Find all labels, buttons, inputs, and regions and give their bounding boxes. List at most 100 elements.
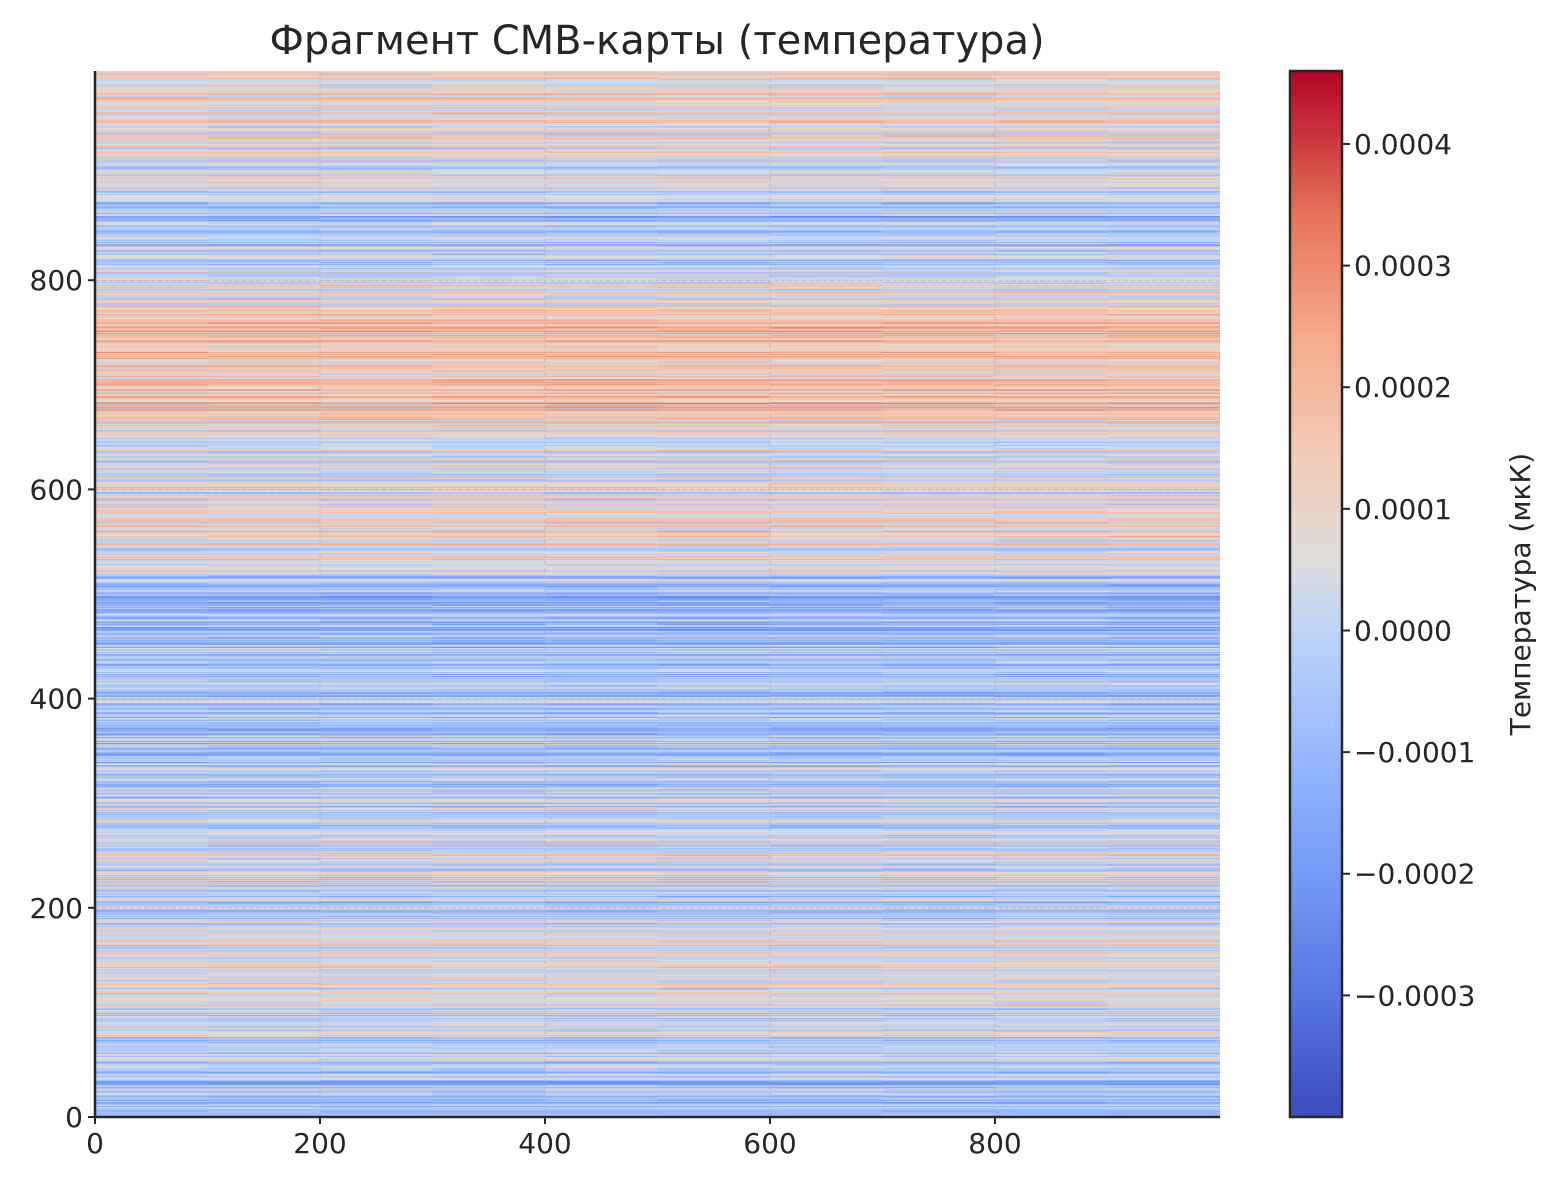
heatmap-cell — [657, 858, 771, 861]
heatmap-cell — [545, 721, 659, 724]
heatmap-cell — [770, 1002, 884, 1005]
heatmap-cell — [432, 988, 546, 990]
heatmap-cell — [1107, 1006, 1220, 1008]
heatmap-cell — [657, 863, 771, 866]
heatmap-cell — [770, 799, 884, 801]
heatmap-cell — [207, 882, 321, 885]
heatmap-cell — [545, 893, 659, 895]
heatmap-cell — [320, 893, 434, 895]
heatmap-cell — [320, 932, 434, 935]
heatmap-cell — [1107, 964, 1220, 966]
heatmap-cell — [95, 731, 209, 733]
heatmap-cell — [770, 773, 884, 776]
heatmap-cell — [320, 1012, 434, 1015]
heatmap-cell — [432, 1051, 546, 1053]
heatmap-cell — [95, 1020, 209, 1023]
heatmap-cell — [432, 875, 546, 878]
heatmap-cell — [432, 1040, 546, 1043]
heatmap-cell — [320, 888, 434, 891]
heatmap-cell — [1107, 1039, 1220, 1042]
heatmap-cell — [995, 764, 1109, 767]
heatmap-cell — [995, 920, 1109, 922]
heatmap-cell — [657, 810, 771, 813]
heatmap-cell — [432, 799, 546, 801]
heatmap-cell — [995, 779, 1109, 781]
heatmap-cell — [545, 1082, 659, 1085]
heatmap-cell — [207, 1110, 321, 1113]
heatmap-cell — [432, 1057, 546, 1060]
heatmap-cell — [1107, 959, 1220, 961]
heatmap-cell — [657, 768, 771, 771]
heatmap-cell — [320, 1023, 434, 1026]
heatmap-cell — [432, 801, 546, 803]
heatmap-cell — [1107, 871, 1220, 873]
heatmap-cell — [432, 757, 546, 759]
heatmap-cell — [882, 728, 996, 731]
heatmap-cell — [770, 896, 884, 898]
heatmap-cell — [1107, 885, 1220, 888]
heatmap-cell — [770, 741, 884, 744]
heatmap-cell — [207, 724, 321, 727]
heatmap-cell — [1107, 1079, 1220, 1081]
heatmap-cell — [432, 763, 546, 766]
heatmap-cell — [657, 1006, 771, 1008]
heatmap-cell — [320, 1077, 434, 1079]
heatmap-cell — [995, 853, 1109, 856]
heatmap-cell — [770, 740, 884, 743]
heatmap-cell — [1107, 1077, 1220, 1079]
heatmap-cell — [882, 1082, 996, 1085]
heatmap-cell — [1107, 774, 1220, 777]
heatmap-cell — [770, 975, 884, 978]
heatmap-cell — [882, 737, 996, 739]
heatmap-cell — [207, 1099, 321, 1101]
heatmap-cell — [432, 1086, 546, 1089]
heatmap-cell — [432, 1108, 546, 1111]
heatmap-cell — [770, 843, 884, 846]
heatmap-cell — [882, 851, 996, 853]
heatmap-cell — [432, 728, 546, 731]
heatmap-cell — [1107, 994, 1220, 997]
heatmap-cell — [207, 794, 321, 797]
heatmap-cell — [657, 871, 771, 873]
heatmap-cell — [995, 1082, 1109, 1085]
heatmap-cell — [657, 835, 771, 838]
heatmap-cell — [995, 750, 1109, 753]
heatmap-cell — [432, 930, 546, 933]
heatmap-cell — [320, 1014, 434, 1017]
heatmap-cell — [770, 858, 884, 861]
heatmap-cell — [432, 979, 546, 982]
heatmap-cell — [882, 931, 996, 934]
heatmap-cell — [882, 839, 996, 842]
heatmap-cell — [995, 916, 1109, 918]
heatmap-cell — [95, 812, 209, 815]
heatmap-cell — [207, 1021, 321, 1024]
heatmap-cell — [432, 755, 546, 757]
heatmap-cell — [320, 917, 434, 919]
heatmap-cell — [545, 1058, 659, 1061]
heatmap-cell — [770, 734, 884, 736]
heatmap-cell — [882, 1110, 996, 1113]
heatmap-cell — [770, 879, 884, 882]
heatmap-cell — [432, 881, 546, 884]
heatmap-cell — [995, 870, 1109, 872]
heatmap-cell — [432, 858, 546, 861]
heatmap-cell — [882, 1034, 996, 1037]
heatmap-cell — [657, 1015, 771, 1018]
heatmap-cell — [1107, 1089, 1220, 1092]
heatmap-cell — [657, 814, 771, 817]
heatmap-cell — [882, 841, 996, 844]
heatmap-cell — [882, 920, 996, 922]
heatmap-cell — [95, 1090, 209, 1093]
heatmap-cell — [432, 1018, 546, 1021]
heatmap-cell — [95, 958, 209, 960]
heatmap-cell — [657, 839, 771, 842]
heatmap-cell — [207, 763, 321, 766]
heatmap-cell — [545, 948, 659, 951]
heatmap-cell — [545, 972, 659, 975]
heatmap-cell — [995, 1077, 1109, 1079]
heatmap-cell — [882, 831, 996, 834]
heatmap-cell — [995, 1042, 1109, 1045]
heatmap-cell — [207, 923, 321, 926]
heatmap-cell — [657, 752, 771, 755]
heatmap-cell — [657, 1072, 771, 1074]
